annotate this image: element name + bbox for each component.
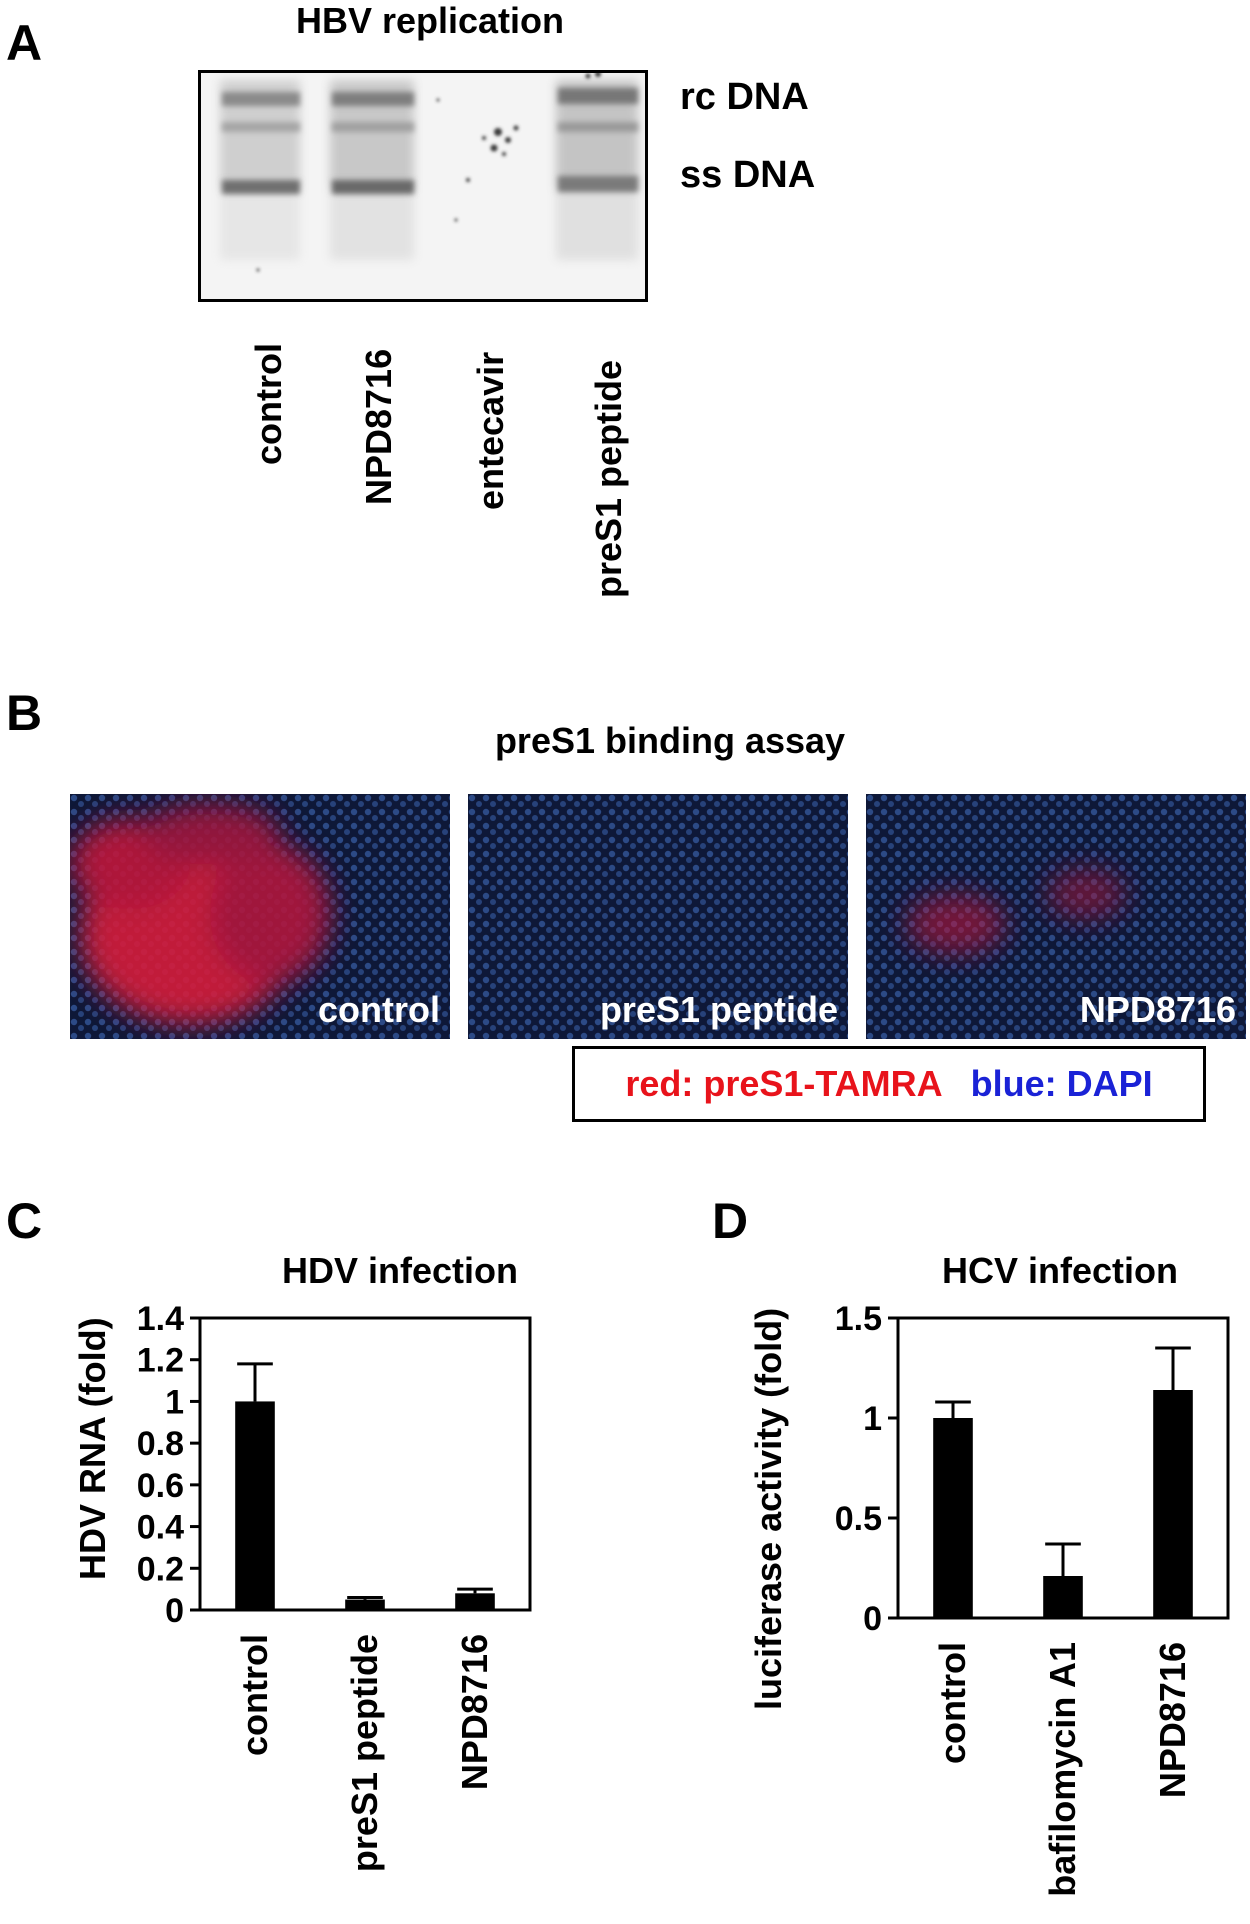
chart-c-ytick-label: 0.2 — [137, 1550, 184, 1588]
chart-c-category-label: NPD8716 — [454, 1634, 495, 1790]
panel-d-title: HCV infection — [941, 1250, 1178, 1291]
chart-d-ytick-label: 1.5 — [835, 1300, 882, 1338]
panel-b-title: preS1 binding assay — [494, 720, 846, 761]
color-legend: red: preS1-TAMRA blue: DAPI — [572, 1046, 1206, 1122]
chart-d-ytick-label: 0 — [863, 1600, 882, 1638]
chart-d-category-label: bafilomycin A1 — [1042, 1642, 1083, 1897]
panel-b-letter: B — [6, 685, 43, 741]
microscopy-image-control: control — [70, 794, 450, 1039]
image-label-control: control — [318, 989, 440, 1030]
lane-label-control: control — [248, 343, 289, 465]
chart-d-bar-2 — [1153, 1390, 1193, 1618]
chart-c-bar-1 — [345, 1599, 385, 1610]
chart-d-ytick-label: 0.5 — [835, 1500, 882, 1538]
chart-d-category-label: NPD8716 — [1152, 1642, 1193, 1798]
panel-d-ylabel: luciferase activity (fold) — [748, 1307, 789, 1710]
chart-d-hcv-infection: 0 0.5 1 1.5 control bafilomycin A1 NPD8716 — [835, 1300, 1230, 1897]
gel-blot-image — [198, 70, 648, 302]
chart-c-ytick-label: 0.6 — [137, 1467, 184, 1505]
lane-label-entecavir: entecavir — [470, 351, 511, 510]
chart-d-bar-1 — [1043, 1576, 1083, 1618]
image-label-npd8716: NPD8716 — [1079, 989, 1236, 1030]
fluorescence-npd8716 — [866, 794, 1246, 1039]
chart-c-category-label: preS1 peptide — [344, 1634, 385, 1872]
rc-dna-bands — [222, 88, 638, 132]
chart-c-bar-0 — [235, 1401, 275, 1610]
panel-a-title: HBV replication — [295, 0, 565, 41]
entecavir-specks — [256, 71, 601, 272]
chart-c-ytick-label: 1 — [165, 1383, 184, 1421]
image-label-pres1-peptide: preS1 peptide — [599, 989, 838, 1030]
band-label-rc-dna: rc DNA — [680, 76, 809, 118]
chart-c-hdv-infection: 0 0.20.4 0.6 0.8 11.2 1.4 control preS1 peptide… — [137, 1300, 532, 1872]
chart-c-bar-2 — [455, 1593, 495, 1610]
fluorescence-control — [70, 794, 450, 1039]
chart-c-ytick-label: 0.8 — [137, 1425, 184, 1463]
lane-label-npd8716: NPD8716 — [358, 348, 399, 505]
chart-d-category-label: control — [932, 1642, 973, 1764]
panel-c-title: HDV infection — [281, 1250, 518, 1291]
panel-a-letter: A — [6, 15, 43, 71]
chart-c-ytick-label: 0.4 — [137, 1509, 184, 1547]
chart-c-ytick-label: 1.2 — [137, 1342, 184, 1380]
chart-c-ytick-label: 1.4 — [137, 1300, 184, 1338]
chart-d-ytick-label: 1 — [863, 1400, 882, 1438]
lane-label-pres1-peptide: preS1 peptide — [588, 359, 629, 598]
fluorescence-pres1-peptide — [468, 794, 848, 1039]
microscopy-image-pres1-peptide: preS1 peptide — [468, 794, 848, 1039]
legend-red: red: preS1-TAMRA — [625, 1063, 943, 1104]
panel-c-letter: C — [6, 1193, 43, 1249]
chart-c-category-label: control — [234, 1634, 275, 1756]
legend-blue: blue: DAPI — [970, 1063, 1153, 1104]
panel-d-letter: D — [712, 1193, 749, 1249]
band-label-ss-dna: ss DNA — [680, 154, 816, 196]
ss-dna-bands — [222, 176, 638, 194]
chart-c-ytick-label: 0 — [165, 1592, 184, 1630]
chart-d-bar-0 — [933, 1418, 973, 1618]
microscopy-image-npd8716: NPD8716 — [866, 794, 1246, 1039]
panel-c-ylabel: HDV RNA (fold) — [72, 1317, 113, 1580]
